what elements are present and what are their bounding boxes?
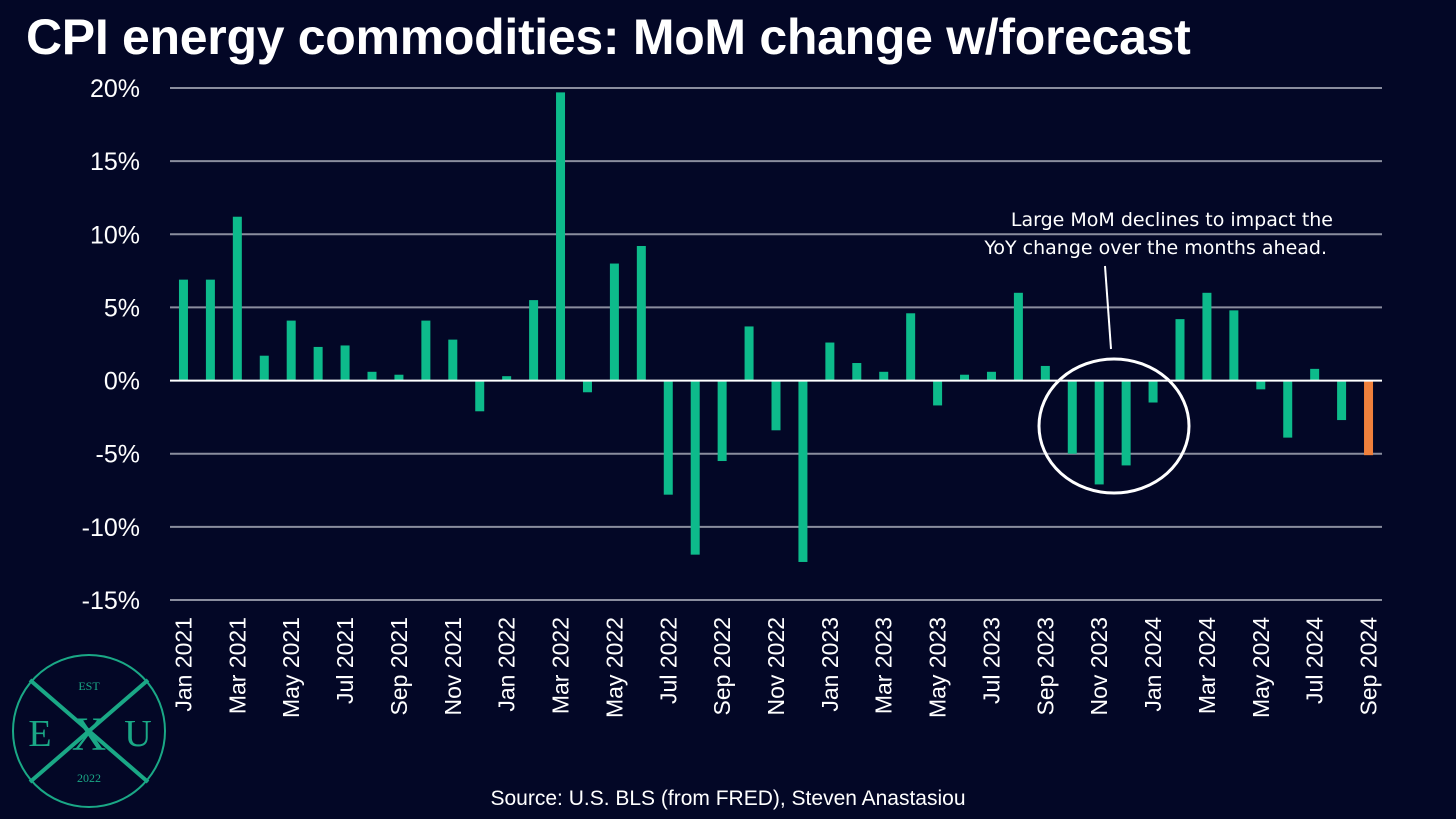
data-bar xyxy=(1013,292,1023,381)
chart-title: CPI energy commodities: MoM change w/for… xyxy=(26,9,1191,65)
x-tick-label: Sep 2024 xyxy=(1356,617,1382,716)
x-axis-tick-labels: Jan 2021 Mar 2021 May 2021 Jul 2021 Sep 2021… xyxy=(170,617,1381,718)
x-tick-label: Jan 2022 xyxy=(494,617,520,712)
y-tick-label: 5% xyxy=(104,294,140,322)
x-tick-label: Sep 2022 xyxy=(709,617,735,715)
data-bar xyxy=(933,380,943,406)
y-tick-label: -10% xyxy=(82,514,140,542)
annotation-pointer-line xyxy=(1104,265,1112,350)
data-bar xyxy=(825,342,835,381)
data-bar xyxy=(1202,292,1212,381)
data-bar xyxy=(1283,380,1293,438)
data-bar xyxy=(556,92,566,381)
data-bar xyxy=(1121,380,1131,466)
annotation-text-line-2: YoY change over the months ahead. xyxy=(983,237,1327,259)
data-bar xyxy=(1337,380,1347,421)
x-tick-label: Mar 2021 xyxy=(224,617,250,714)
annotation-highlight-circle xyxy=(1037,357,1191,495)
data-bar xyxy=(205,279,215,381)
data-bar xyxy=(286,320,296,381)
data-bar xyxy=(367,371,377,381)
data-bar xyxy=(663,380,673,495)
data-bar xyxy=(421,320,431,381)
data-bar xyxy=(529,300,539,381)
data-bar xyxy=(690,380,700,555)
x-tick-label: Mar 2022 xyxy=(548,617,574,714)
x-tick-label: Mar 2023 xyxy=(871,617,897,714)
x-tick-label: Sep 2023 xyxy=(1032,617,1058,715)
logo-letter-e: E xyxy=(28,713,51,755)
y-tick-label: 15% xyxy=(90,148,140,176)
data-bar xyxy=(340,345,350,381)
data-bar xyxy=(771,380,781,431)
logo-est-text: EST xyxy=(78,679,100,693)
data-bar xyxy=(502,376,512,381)
x-tick-label: May 2023 xyxy=(925,617,951,718)
y-tick-label: 20% xyxy=(90,75,140,103)
data-bar xyxy=(1094,380,1104,485)
x-tick-label: Jul 2024 xyxy=(1302,617,1328,704)
data-bar xyxy=(313,346,323,381)
data-bar xyxy=(1310,368,1320,381)
y-tick-label: -15% xyxy=(82,587,140,615)
x-tick-label: Jul 2021 xyxy=(332,617,358,704)
y-tick-label: 10% xyxy=(90,221,140,249)
data-bar xyxy=(986,371,996,381)
x-tick-label: Jul 2023 xyxy=(978,617,1004,704)
bars xyxy=(178,92,1374,562)
data-bar xyxy=(475,380,485,412)
data-bar xyxy=(798,380,808,562)
forecast-bar xyxy=(1364,380,1374,456)
data-bar xyxy=(394,374,404,381)
data-bar xyxy=(259,355,269,381)
x-tick-label: May 2021 xyxy=(278,617,304,718)
y-tick-label: -5% xyxy=(96,441,140,469)
x-tick-label: Nov 2021 xyxy=(440,617,466,715)
annotation: Large MoM declines to impact the YoY cha… xyxy=(983,209,1333,495)
data-bar xyxy=(178,279,188,381)
data-bar xyxy=(636,245,646,381)
logo-letter-u: U xyxy=(124,713,151,755)
y-tick-label: 0% xyxy=(104,368,140,396)
y-axis-tick-labels: 20% 15% 10% 5% 0% -5% -10% -15% xyxy=(82,75,140,615)
data-bar xyxy=(448,339,458,381)
x-tick-label: Jul 2022 xyxy=(655,617,681,704)
x-tick-label: Jan 2021 xyxy=(170,617,196,712)
data-bar xyxy=(960,374,970,381)
x-tick-label: Nov 2023 xyxy=(1086,617,1112,715)
data-bar xyxy=(906,313,916,381)
data-bar xyxy=(609,263,619,381)
x-tick-label: Mar 2024 xyxy=(1194,617,1220,714)
logo-year-text: 2022 xyxy=(77,771,101,785)
data-bar xyxy=(1148,380,1158,403)
x-tick-label: Jan 2024 xyxy=(1140,617,1166,712)
data-bar xyxy=(1067,380,1077,454)
x-tick-label: May 2022 xyxy=(601,617,627,718)
gridlines xyxy=(170,87,1382,601)
data-bar xyxy=(852,363,862,381)
data-bar xyxy=(879,371,889,381)
data-bar xyxy=(1175,319,1185,381)
data-bar xyxy=(744,326,754,381)
logo-letter-x: X xyxy=(72,708,107,761)
source-note: Source: U.S. BLS (from FRED), Steven Ana… xyxy=(490,787,966,810)
data-bar xyxy=(1040,365,1050,381)
data-bar xyxy=(717,380,727,462)
data-bar xyxy=(582,380,592,393)
exu-logo: EST E X U 2022 xyxy=(12,654,166,808)
x-tick-label: Sep 2021 xyxy=(386,617,412,715)
data-bar xyxy=(1256,380,1266,390)
x-tick-label: Nov 2022 xyxy=(763,617,789,715)
data-bar xyxy=(1229,310,1239,381)
x-tick-label: Jan 2023 xyxy=(817,617,843,712)
data-bar xyxy=(232,216,242,381)
x-tick-label: May 2024 xyxy=(1248,617,1274,718)
annotation-text-line-1: Large MoM declines to impact the xyxy=(1011,209,1333,231)
